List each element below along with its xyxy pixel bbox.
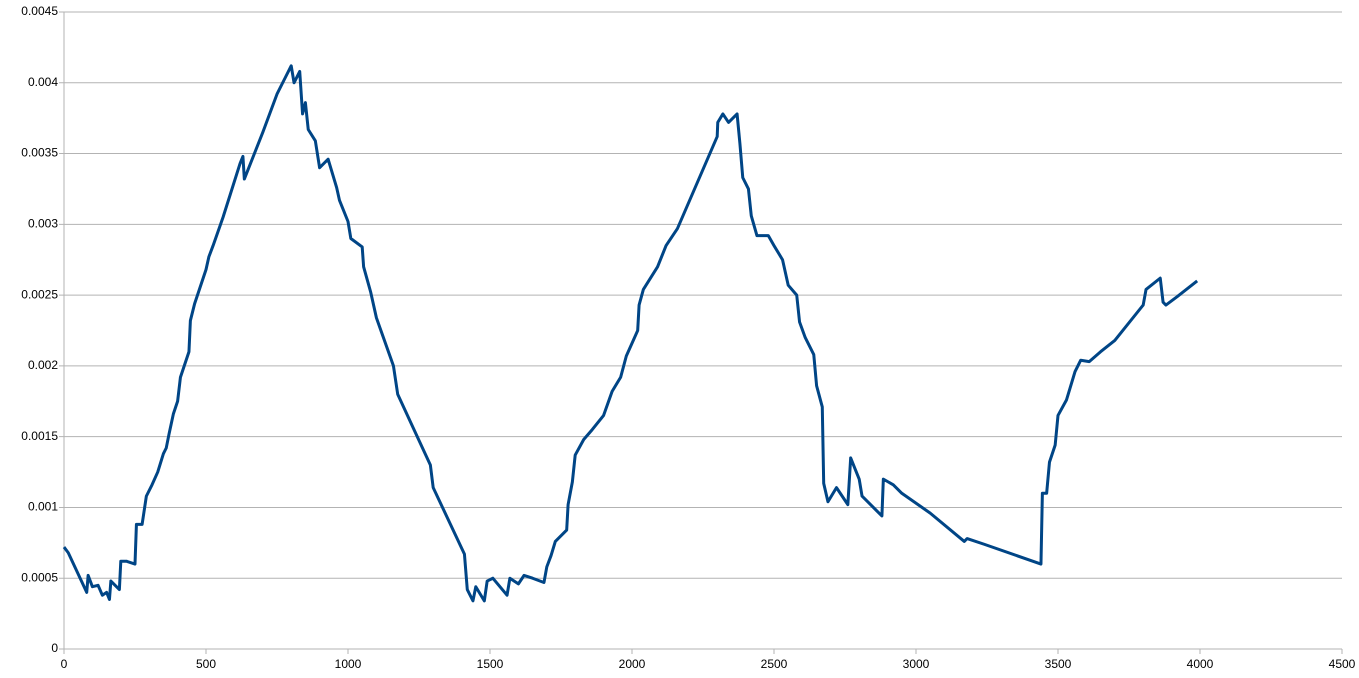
x-tick-label: 1500	[477, 657, 504, 671]
y-tick-label: 0.004	[28, 75, 58, 89]
x-tick-label: 500	[196, 657, 216, 671]
y-tick-label: 0.001	[28, 500, 58, 514]
y-tick-label: 0.0005	[21, 570, 58, 584]
x-tick-label: 3500	[1045, 657, 1072, 671]
y-tick-label: 0.0025	[21, 287, 58, 301]
y-tick-label: 0.002	[28, 358, 58, 372]
y-tick-label: 0.0035	[21, 146, 58, 160]
x-tick-label: 4000	[1187, 657, 1214, 671]
x-tick-label: 1000	[335, 657, 362, 671]
line-series	[62, 64, 1199, 603]
x-tick-label: 3000	[903, 657, 930, 671]
y-tick-label: 0.0015	[21, 429, 58, 443]
x-tick-label: 2000	[619, 657, 646, 671]
y-tick-label: 0	[51, 641, 58, 655]
y-tick-label: 0.0045	[21, 4, 58, 18]
x-tick-label: 2500	[761, 657, 788, 671]
y-tick-label: 0.003	[28, 217, 58, 231]
x-tick-label: 4500	[1329, 657, 1356, 671]
x-tick-label: 0	[61, 657, 68, 671]
